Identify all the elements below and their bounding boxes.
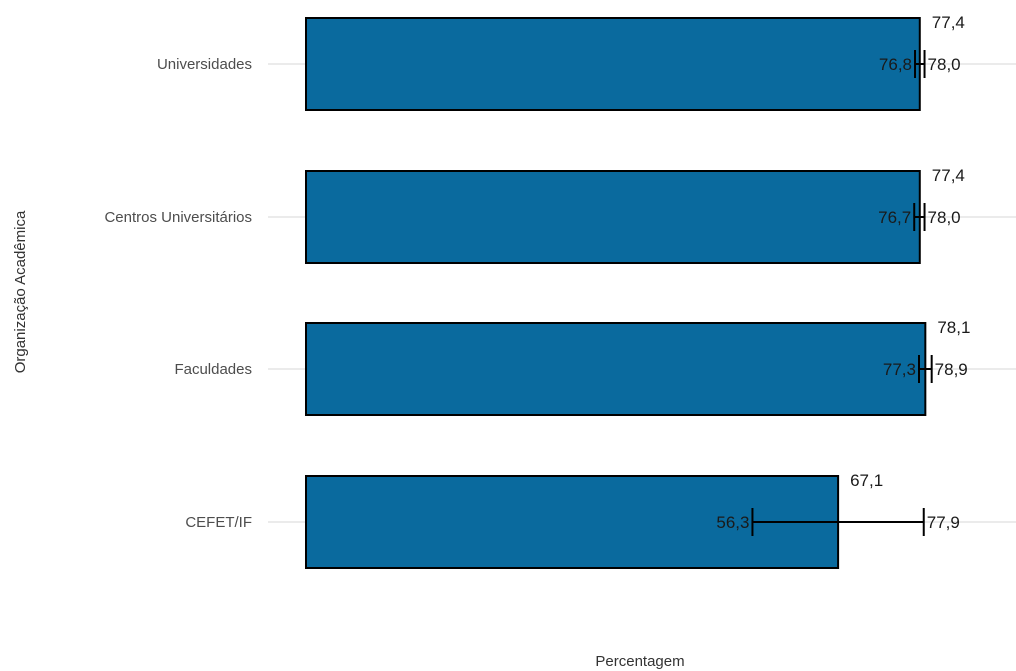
category-label: Universidades — [157, 56, 252, 73]
value-label: 77,4 — [932, 13, 965, 32]
bar — [305, 322, 927, 416]
lower-bound-label: 77,3 — [883, 360, 916, 379]
value-label: 78,1 — [937, 318, 970, 337]
upper-bound-label: 77,9 — [927, 513, 960, 532]
category-label: CEFET/IF — [185, 514, 252, 531]
value-label: 67,1 — [850, 471, 883, 490]
y-axis-title: Organização Acadêmica — [12, 210, 29, 373]
upper-bound-label: 78,9 — [935, 360, 968, 379]
category-label: Faculdades — [174, 361, 252, 378]
x-axis-title: Percentagem — [595, 653, 684, 670]
bar — [305, 475, 840, 569]
lower-bound-label: 76,8 — [879, 55, 912, 74]
category-label: Centros Universitários — [104, 209, 252, 226]
value-label: 77,4 — [932, 166, 965, 185]
lower-bound-label: 56,3 — [716, 513, 749, 532]
upper-bound-label: 78,0 — [928, 208, 961, 227]
bar — [305, 170, 921, 264]
upper-bound-label: 78,0 — [928, 55, 961, 74]
bar — [305, 17, 921, 111]
lower-bound-label: 76,7 — [878, 208, 911, 227]
